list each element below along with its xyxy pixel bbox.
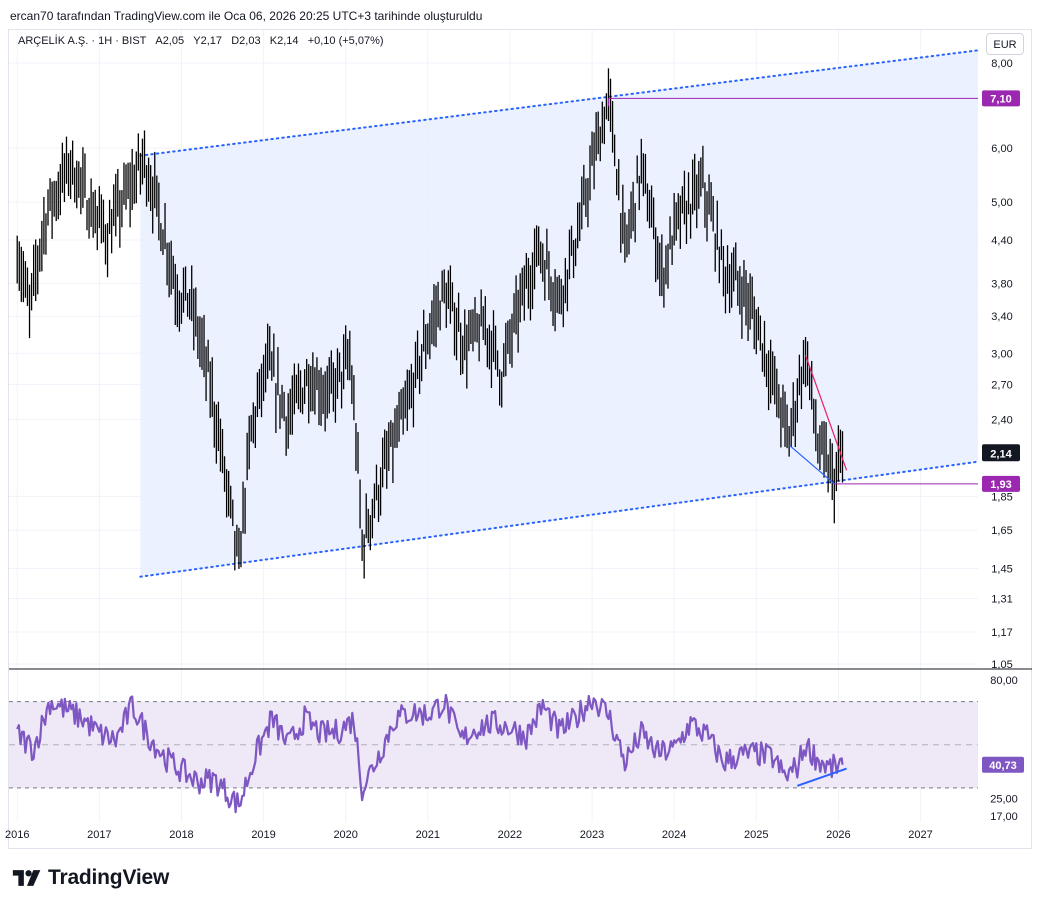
tradingview-logo-icon (12, 870, 41, 886)
candles (16, 68, 844, 579)
time-tick-label: 2026 (826, 829, 850, 841)
time-tick-label: 2025 (744, 829, 768, 841)
marker-label: 1,93 (990, 479, 1011, 491)
time-tick-label: 2023 (580, 829, 604, 841)
price-tick-label: 8,00 (991, 58, 1012, 70)
red-trendline (804, 355, 848, 471)
price-tick-label: 6,00 (991, 143, 1012, 155)
rsi-trendline (797, 767, 847, 787)
low-value: 2,03 (239, 35, 261, 47)
close-label: K (269, 35, 278, 47)
channel-upper-line (139, 49, 979, 157)
time-tick-label: 2019 (251, 829, 275, 841)
price-tick-label: 1,31 (991, 594, 1012, 606)
time-tick-label: 2018 (169, 829, 193, 841)
time-tick-label: 2016 (5, 829, 29, 841)
rsi-tick-label: 25,00 (990, 794, 1018, 806)
rsi-value-label: 40,73 (989, 760, 1017, 772)
price-tick-label: 1,45 (991, 563, 1012, 575)
time-tick-label: 2021 (416, 829, 440, 841)
high-value: 2,17 (200, 35, 223, 47)
change-value: +0,10 (+5,07%) (307, 35, 384, 47)
open-value: 2,05 (162, 35, 185, 47)
rsi-line (16, 693, 844, 814)
marker-badge (982, 475, 1020, 492)
tradingview-brand[interactable]: TradingView (12, 866, 169, 890)
overlays: 7,10 1,93 2,14 (607, 90, 1020, 492)
last-price-badge (982, 444, 1020, 462)
time-tick-label: 2020 (333, 829, 357, 841)
rsi-tick-label: 17,00 (990, 811, 1018, 823)
price-tick-label: 4,40 (991, 235, 1012, 247)
price-tick-label: 1,05 (991, 659, 1012, 671)
price-tick-label: 3,40 (991, 311, 1012, 323)
chart-frame (8, 29, 1032, 849)
close-value: 2,14 (277, 35, 299, 47)
rsi-panel: 40,73 (9, 693, 1024, 814)
price-tick-label: 3,80 (991, 278, 1012, 290)
low-label: D (231, 35, 240, 47)
symbol-name: ARÇELİK A.Ş. · 1H · BIST (18, 35, 147, 47)
brand-name: TradingView (48, 866, 170, 889)
price-tick-label: 2,70 (991, 379, 1012, 391)
time-tick-label: 2017 (87, 829, 111, 841)
symbol-legend[interactable]: ARÇELİK A.Ş. · 1H · BIST A2,05 Y2,17 D2,… (18, 35, 384, 47)
currency-button[interactable]: EUR (986, 33, 1024, 55)
rsi-tick-label: 80,00 (990, 675, 1018, 687)
high-label: Y (193, 35, 201, 47)
axes: 8,00 6,00 5,00 4,40 3,80 3,40 3,00 2,70 2,40 1,85… (5, 58, 1032, 841)
price-tick-label: 5,00 (991, 197, 1012, 209)
marker-label: 7,10 (990, 93, 1011, 105)
time-tick-label: 2027 (908, 829, 932, 841)
price-tick-label: 1,85 (991, 491, 1012, 503)
price-tick-label: 2,40 (991, 414, 1012, 426)
price-tick-label: 1,65 (991, 525, 1012, 537)
rsi-value-badge (982, 756, 1024, 773)
last-price-label: 2,14 (990, 448, 1012, 460)
time-tick-label: 2022 (498, 829, 522, 841)
price-tick-label: 3,00 (991, 348, 1012, 360)
blue-trendline (788, 444, 835, 485)
marker-badge (982, 90, 1020, 107)
open-label: A (155, 35, 163, 47)
time-tick-label: 2024 (662, 829, 686, 841)
chart-header: ercan70 tarafından TradingView.com ile O… (10, 9, 483, 23)
price-tick-label: 1,17 (991, 627, 1012, 639)
